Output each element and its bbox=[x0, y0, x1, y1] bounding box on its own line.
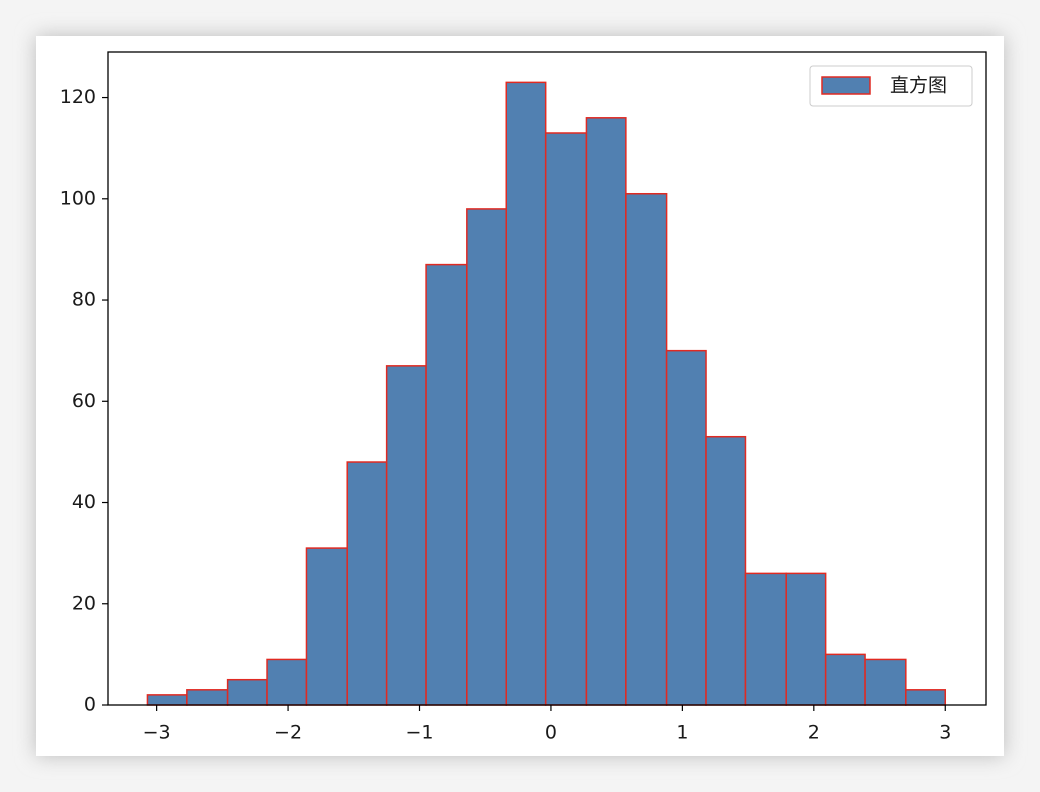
bar bbox=[466, 208, 508, 706]
bar bbox=[425, 263, 468, 706]
bar bbox=[744, 572, 787, 706]
y-tick-label: 20 bbox=[72, 592, 96, 614]
bar bbox=[705, 435, 747, 706]
y-tick-label: 80 bbox=[72, 289, 96, 311]
bar bbox=[505, 81, 547, 706]
bar bbox=[385, 365, 427, 706]
bar bbox=[905, 689, 947, 706]
x-tick-label: 3 bbox=[939, 722, 951, 744]
y-tick-label: 100 bbox=[60, 187, 96, 209]
bar bbox=[625, 192, 668, 706]
bar bbox=[146, 694, 188, 706]
bar bbox=[665, 349, 707, 706]
y-tick-label: 60 bbox=[72, 390, 96, 412]
bar bbox=[544, 132, 588, 706]
x-tick-label: 1 bbox=[676, 722, 688, 744]
legend: 直方图 bbox=[809, 65, 973, 107]
bar bbox=[226, 678, 268, 706]
bar bbox=[266, 658, 308, 706]
bar bbox=[864, 658, 907, 706]
legend-label: 直方图 bbox=[890, 75, 947, 97]
axes-frame bbox=[107, 51, 987, 706]
bar bbox=[305, 547, 348, 706]
bar bbox=[585, 117, 627, 706]
bar bbox=[824, 653, 866, 706]
x-tick-label: 0 bbox=[545, 722, 557, 744]
x-tick-label: −2 bbox=[274, 722, 302, 744]
plot-area bbox=[146, 81, 947, 706]
x-tick-label: −1 bbox=[405, 722, 433, 744]
legend-patch bbox=[821, 76, 871, 95]
y-tick-label: 0 bbox=[84, 694, 96, 716]
x-tick-label: 2 bbox=[808, 722, 820, 744]
bar bbox=[346, 461, 388, 706]
y-tick-label: 120 bbox=[60, 86, 96, 108]
bar bbox=[785, 572, 827, 706]
bar bbox=[186, 689, 229, 706]
legend-box bbox=[809, 65, 973, 107]
x-tick-label: −3 bbox=[143, 722, 171, 744]
y-tick-label: 40 bbox=[72, 491, 96, 513]
